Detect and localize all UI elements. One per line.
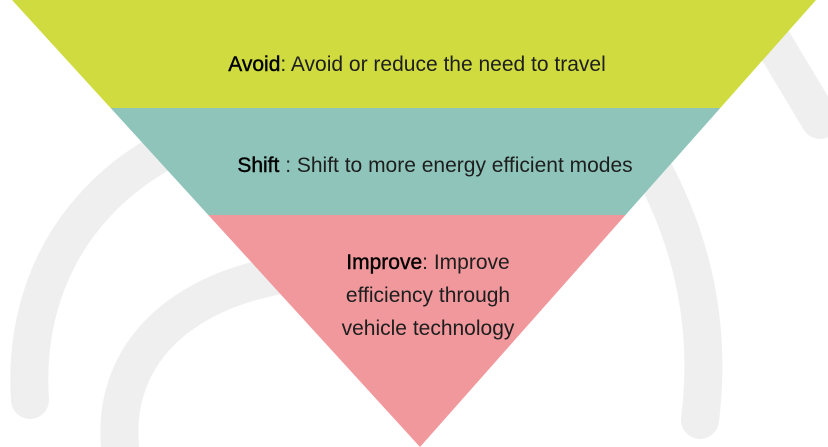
- improve-label: Improve: Improve efficiency through vehi…: [318, 246, 538, 345]
- description: : Avoid or reduce the need to travel: [280, 53, 606, 76]
- improve-band: [208, 215, 626, 447]
- term: Avoid: [228, 53, 281, 76]
- description: : Improve efficiency through vehicle tec…: [341, 251, 516, 340]
- shift-label: Shift : Shift to more energy efficient m…: [135, 149, 735, 182]
- term: Improve: [346, 251, 423, 274]
- shift-band: [110, 108, 721, 215]
- term: Shift: [237, 154, 280, 177]
- description: : Shift to more energy efficient modes: [279, 154, 633, 177]
- avoid-label: Avoid: Avoid or reduce the need to trave…: [117, 48, 717, 81]
- avoid-band: [12, 0, 816, 108]
